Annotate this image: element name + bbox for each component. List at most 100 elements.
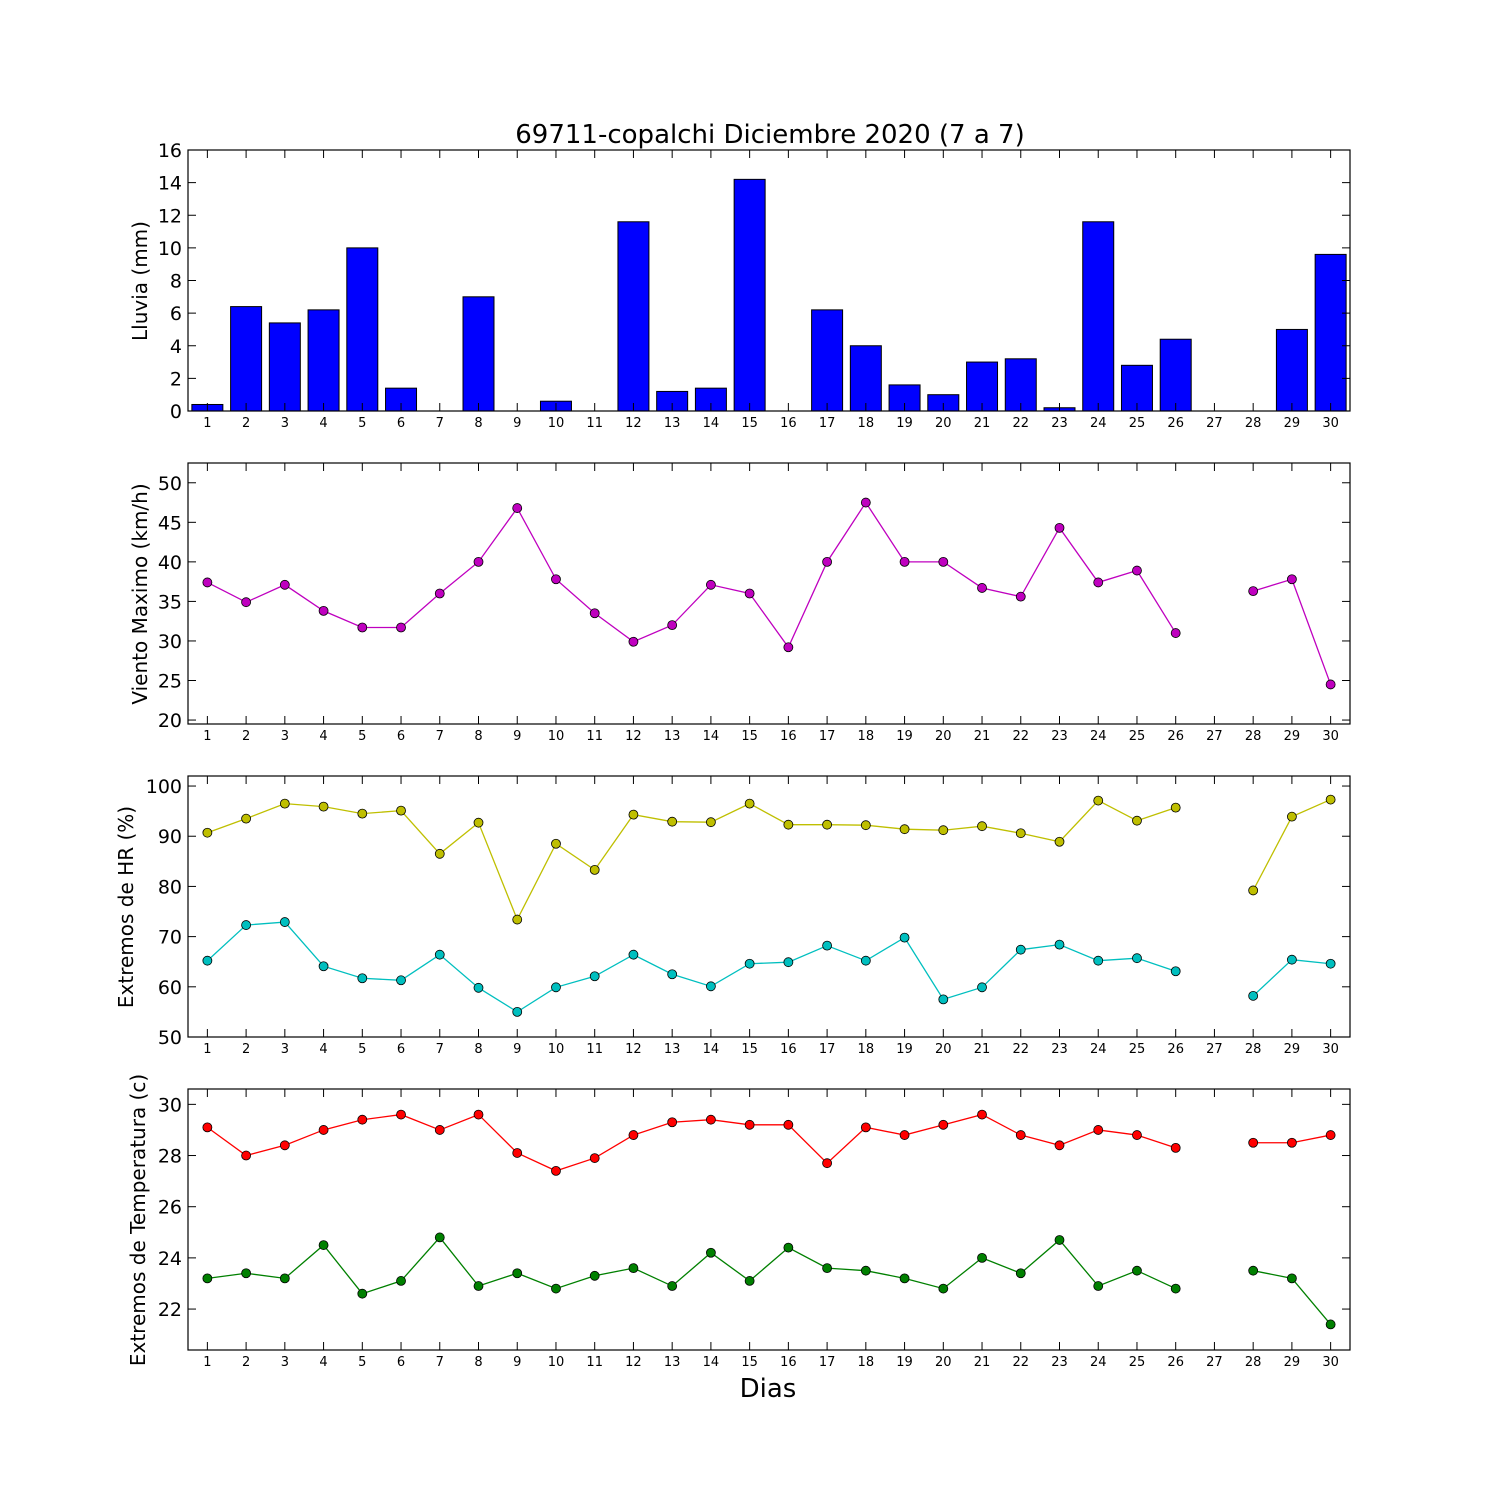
series-2-point-day-12: [628, 1263, 639, 1274]
series-1-point-day-4: [318, 606, 329, 616]
series-1-point-day-26: [1170, 802, 1181, 813]
series-2-point-day-26: [1170, 966, 1181, 977]
x-tick-label: 16: [780, 1355, 797, 1370]
plot-frame: [187, 775, 1351, 1038]
series-2-point-day-15: [744, 1276, 755, 1286]
series-1-point-day-23: [1054, 836, 1065, 847]
x-tick-label: 12: [625, 1042, 642, 1057]
y-tick-label: 28: [158, 1146, 182, 1168]
series-1-point-day-17: [822, 819, 832, 830]
x-tick-label: 14: [703, 729, 720, 744]
y-tick-label: 70: [158, 927, 182, 949]
series-1-point-day-13: [667, 816, 678, 827]
series-1-point-day-16: [783, 1119, 794, 1130]
x-tick-label: 25: [1129, 1355, 1146, 1370]
series-1-point-day-11: [589, 1153, 600, 1163]
series-1-point-day-16: [783, 819, 794, 830]
series-1-point-day-14: [706, 579, 716, 590]
x-tick-label: 30: [1322, 416, 1339, 431]
series-2-point-day-1: [202, 1273, 213, 1284]
series-1-point-day-26: [1170, 1142, 1181, 1153]
y-tick-label: 45: [158, 512, 182, 534]
series-1-point-day-19: [899, 556, 910, 567]
x-tick-label: 7: [436, 416, 444, 431]
series-1-point-day-28: [1248, 1137, 1259, 1148]
x-tick-label: 28: [1245, 1042, 1262, 1057]
series-1-point-day-5: [357, 622, 368, 633]
y-tick-label: 90: [158, 826, 182, 848]
series-1-point-day-29: [1287, 811, 1297, 822]
x-tick-label: 26: [1167, 1042, 1184, 1057]
series-2-point-day-9: [512, 1007, 523, 1017]
bar-day-26: [1159, 338, 1192, 412]
x-tick-label: 21: [974, 416, 991, 431]
x-tick-label: 16: [780, 729, 797, 744]
bar-day-29: [1275, 328, 1308, 412]
series-1-point-day-21: [977, 1109, 987, 1120]
series-1-point-day-1: [202, 577, 213, 588]
x-tick-label: 9: [513, 729, 521, 744]
x-tick-label: 2: [242, 1355, 250, 1370]
series-2-point-day-17: [822, 940, 832, 951]
x-tick-label: 4: [319, 1042, 327, 1057]
x-tick-label: 22: [1012, 1355, 1029, 1370]
x-tick-label: 12: [625, 416, 642, 431]
x-tick-label: 18: [858, 729, 875, 744]
series-2-point-day-30: [1325, 958, 1336, 969]
x-tick-label: 30: [1322, 1355, 1339, 1370]
series-1-point-day-3: [279, 1140, 290, 1151]
bar-day-3: [268, 322, 301, 412]
series-1-point-day-15: [744, 588, 755, 599]
series-1-point-day-25: [1132, 1130, 1142, 1140]
series-1-point-day-8: [473, 1109, 484, 1120]
series-2-point-day-29: [1287, 954, 1297, 965]
series-2-line-segment-1: [207, 1236, 1176, 1295]
bar-day-12: [617, 221, 650, 412]
series-2-point-day-22: [1015, 944, 1026, 955]
x-tick-label: 18: [858, 1042, 875, 1057]
x-tick-label: 1: [203, 416, 211, 431]
bar-day-21: [966, 361, 999, 412]
series-2-point-day-19: [899, 1273, 910, 1284]
series-2-point-day-20: [938, 1283, 949, 1294]
series-1-point-day-1: [202, 1122, 213, 1133]
series-1-line-segment-1: [207, 501, 1177, 649]
series-1-point-day-4: [318, 801, 329, 812]
series-1-line-segment-1: [206, 1113, 1176, 1172]
x-tick-label: 3: [281, 729, 289, 744]
series-2-point-day-23: [1054, 939, 1065, 950]
x-tick-label: 19: [896, 1355, 913, 1370]
series-1-point-day-2: [241, 597, 252, 608]
series-2-point-day-18: [860, 1265, 871, 1276]
x-tick-label: 19: [896, 416, 913, 431]
series-1-point-day-6: [396, 1109, 406, 1120]
series-2-point-day-18: [860, 955, 871, 966]
series-1-point-day-30: [1325, 794, 1336, 805]
series-2-point-day-25: [1132, 953, 1142, 964]
y-tick-label: 35: [158, 591, 182, 613]
series-2-point-day-13: [667, 1281, 678, 1291]
x-tick-label: 1: [203, 1355, 211, 1370]
series-2-point-day-8: [473, 982, 484, 993]
x-tick-label: 5: [358, 1355, 366, 1370]
x-tick-label: 15: [741, 416, 758, 431]
x-tick-label: 13: [664, 1042, 681, 1057]
x-tick-label: 16: [780, 416, 797, 431]
x-tick-label: 4: [319, 1355, 327, 1370]
x-tick-label: 9: [513, 416, 521, 431]
y-tick-label: 6: [170, 303, 182, 325]
x-tick-label: 17: [819, 1355, 836, 1370]
x-tick-label: 18: [858, 1355, 875, 1370]
x-tick-label: 9: [513, 1042, 521, 1057]
x-tick-label: 28: [1245, 1355, 1262, 1370]
y-tick-label: 26: [158, 1197, 182, 1219]
series-1-point-day-7: [434, 1125, 445, 1135]
x-tick-label: 30: [1322, 1042, 1339, 1057]
x-tick-label: 23: [1051, 1355, 1068, 1370]
series-1-point-day-18: [860, 820, 871, 831]
x-tick-label: 12: [625, 1355, 642, 1370]
x-tick-label: 25: [1129, 729, 1146, 744]
y-tick-label: 50: [158, 473, 182, 495]
